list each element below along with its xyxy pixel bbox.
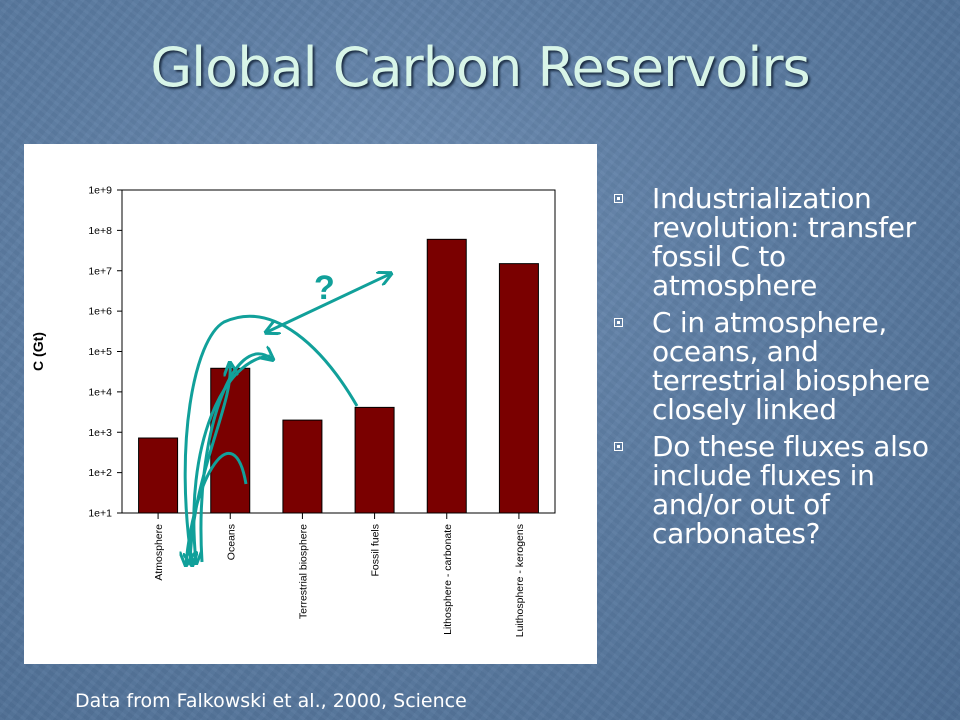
plot-frame bbox=[121, 189, 556, 514]
bar-oceans bbox=[210, 367, 251, 514]
y-tick-label: 1e+6 bbox=[88, 306, 112, 318]
bar-lithosphere-carbonate bbox=[426, 238, 467, 514]
flux-question-mark: ? bbox=[314, 269, 335, 307]
bar-luithosphere-kerogens bbox=[498, 263, 539, 514]
flux-arrows: ? bbox=[185, 269, 390, 564]
bullet-item-1: Industrialization revolution: transfer f… bbox=[612, 184, 957, 300]
square-bullet-icon bbox=[614, 194, 623, 203]
x-tick-label: Terrestrial biosphere bbox=[297, 524, 309, 619]
carbon-reservoir-chart: 1e+1 1e+2 1e+3 1e+4 1e+5 1e+6 1e+7 1e+8 1e+9 C (G… bbox=[30, 185, 556, 637]
chart-panel: 1e+1 1e+2 1e+3 1e+4 1e+5 1e+6 1e+7 1e+8 1e+9 C (G… bbox=[24, 144, 597, 664]
bar-fossil-fuels bbox=[354, 406, 395, 514]
y-tick-label: 1e+1 bbox=[88, 508, 112, 520]
y-tick-label: 1e+4 bbox=[88, 386, 112, 398]
flux-arrow-terrestrial-atmosphere bbox=[194, 354, 271, 562]
square-bullet-icon bbox=[614, 318, 623, 327]
slide-title: Global Carbon Reservoirs bbox=[150, 36, 810, 99]
flux-arrow-lithosphere-exchange bbox=[267, 274, 390, 332]
flux-arrow-fossil-to-atmosphere bbox=[185, 314, 359, 564]
flux-arrow-atmosphere-terrestrial bbox=[199, 354, 272, 563]
bullet-list: Industrialization revolution: transfer f… bbox=[612, 184, 957, 556]
bullet-text-2: C in atmosphere, oceans, and terrestrial… bbox=[652, 306, 930, 426]
y-tick-label: 1e+3 bbox=[88, 427, 112, 439]
y-tick-label: 1e+2 bbox=[88, 467, 112, 479]
y-tick-label: 1e+5 bbox=[88, 346, 112, 358]
bullet-item-3: Do these fluxes also include fluxes in a… bbox=[612, 432, 957, 548]
y-tick-label: 1e+7 bbox=[88, 265, 112, 277]
x-tick-label: Luithosphere - kerogens bbox=[514, 524, 526, 637]
x-tick-label: Oceans bbox=[225, 524, 237, 560]
y-tick-label: 1e+9 bbox=[88, 185, 112, 197]
bar-atmosphere bbox=[138, 437, 179, 514]
bullet-text-1: Industrialization revolution: transfer f… bbox=[652, 182, 916, 302]
bullet-text-3: Do these fluxes also include fluxes in a… bbox=[652, 430, 929, 550]
y-axis-label: C (Gt) bbox=[30, 332, 46, 371]
bullet-item-2: C in atmosphere, oceans, and terrestrial… bbox=[612, 308, 957, 424]
square-bullet-icon bbox=[614, 442, 623, 451]
y-tick-label: 1e+8 bbox=[88, 225, 112, 237]
x-tick-label: Atmosphere bbox=[153, 524, 165, 581]
x-tick-label: Lithosphere - carbonate bbox=[442, 524, 454, 635]
flux-arrow-oceans-atmosphere bbox=[186, 451, 248, 564]
x-tick-label: Fossil fuels bbox=[370, 524, 382, 577]
bar-terrestrial-biosphere bbox=[282, 419, 323, 514]
data-source-caption: Data from Falkowski et al., 2000, Scienc… bbox=[75, 690, 467, 712]
